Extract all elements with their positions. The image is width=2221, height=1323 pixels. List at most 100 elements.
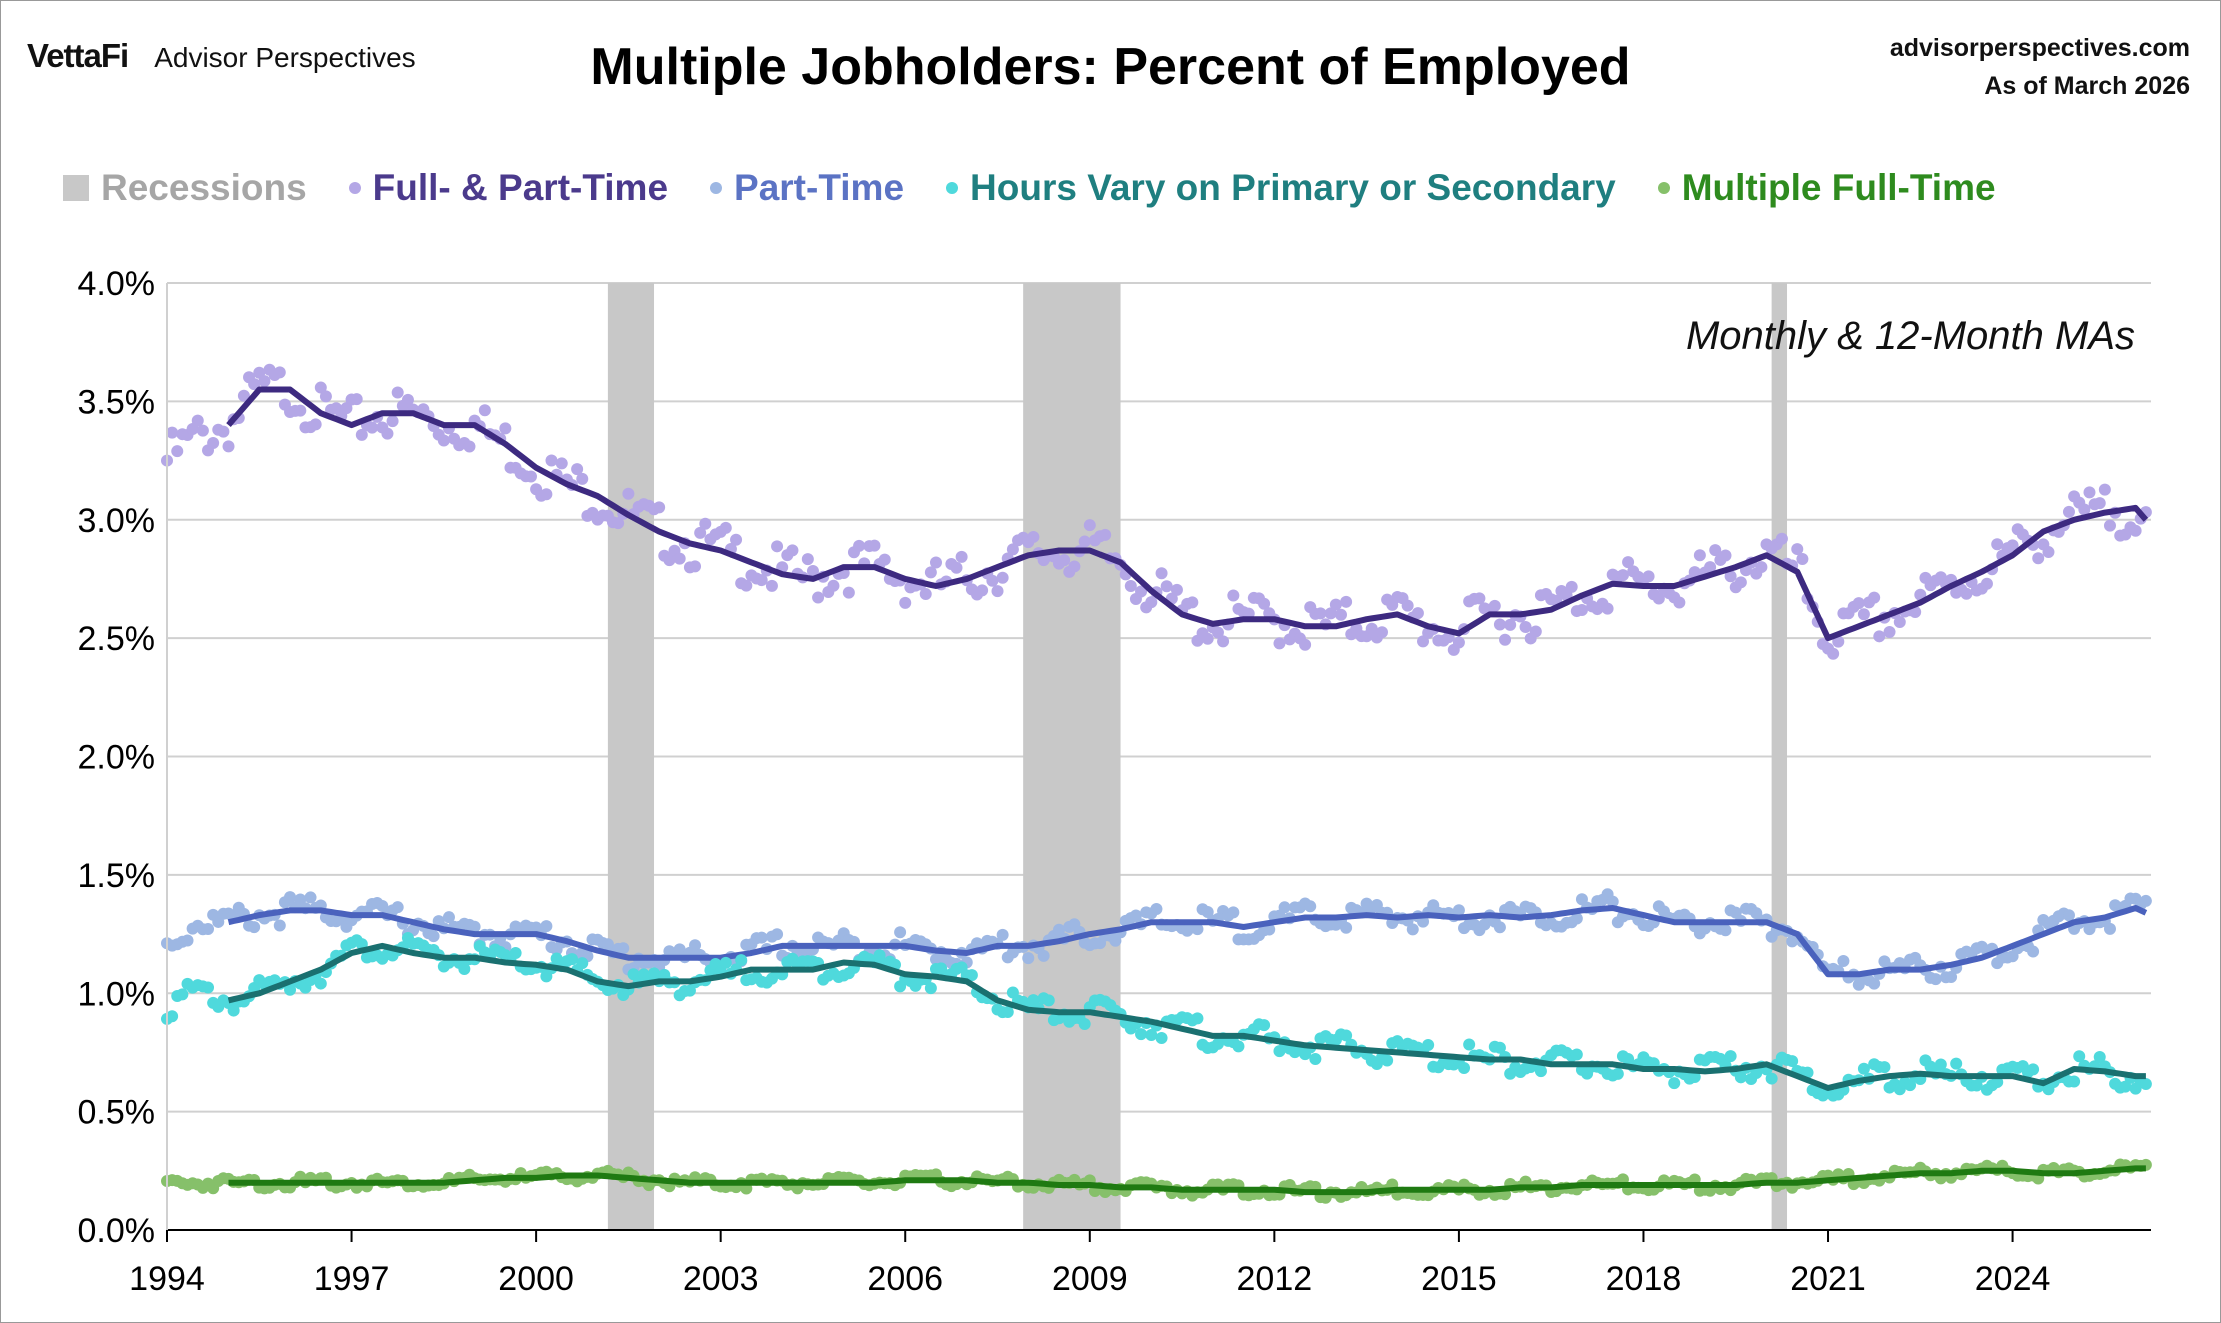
data-point [2078, 503, 2091, 516]
data-point [868, 539, 881, 552]
recession-band [607, 283, 655, 1230]
data-point [1786, 1055, 1799, 1068]
data-point [191, 414, 204, 427]
data-point [176, 988, 189, 1001]
data-point [196, 424, 209, 437]
x-tick-label: 2015 [1421, 1260, 1497, 1298]
legend-item: Recessions [63, 167, 307, 209]
data-point [545, 454, 558, 467]
source-url: advisorperspectives.com [1889, 34, 2190, 62]
data-point [355, 428, 368, 441]
data-point [1693, 549, 1706, 562]
data-point [202, 922, 215, 935]
data-point [1186, 596, 1199, 609]
data-point [1155, 567, 1168, 580]
data-point [1129, 909, 1142, 922]
data-point [1883, 625, 1896, 638]
data-point [366, 421, 379, 434]
data-point [842, 586, 855, 599]
legend-label: Full- & Part-Time [372, 167, 669, 208]
y-tick-label: 2.5% [78, 620, 156, 658]
data-point [2129, 524, 2142, 537]
data-point [1340, 1029, 1353, 1042]
data-point [740, 579, 753, 592]
data-point [2098, 483, 2111, 496]
data-point [314, 977, 327, 990]
data-point [2093, 497, 2106, 510]
data-point [1719, 549, 1732, 562]
data-point [1904, 1079, 1917, 1092]
data-point [719, 521, 732, 534]
data-point [1734, 576, 1747, 589]
data-point [576, 472, 589, 485]
data-point [924, 982, 937, 995]
data-point [1473, 592, 1486, 605]
legend-item: Hours Vary on Primary or Secondary [946, 167, 1616, 209]
data-point [699, 517, 712, 530]
data-point [827, 579, 840, 592]
source-block: advisorperspectives.com As of March 2026 [1890, 29, 2190, 105]
data-point [765, 579, 778, 592]
data-point [878, 553, 891, 566]
data-point [812, 591, 825, 604]
data-point [1278, 901, 1291, 914]
data-point [1458, 1062, 1471, 1075]
data-point [1601, 602, 1614, 615]
data-point [1452, 904, 1465, 917]
data-point [771, 928, 784, 941]
data-point [1611, 1067, 1624, 1080]
legend-item: Part-Time [710, 167, 904, 209]
data-point [1688, 566, 1701, 579]
legend-label: Hours Vary on Primary or Secondary [970, 167, 1616, 208]
data-point [468, 920, 481, 933]
data-point [719, 956, 732, 969]
data-point [1042, 994, 1055, 1007]
data-point [1191, 923, 1204, 936]
data-point [1893, 616, 1906, 629]
data-point [2103, 519, 2116, 532]
data-point [689, 939, 702, 952]
brand-logo: VettaFi [27, 37, 129, 74]
data-point [1873, 630, 1886, 643]
legend-swatch-rect [63, 175, 89, 201]
data-point [1622, 556, 1635, 569]
data-point [1832, 635, 1845, 648]
data-point [1488, 599, 1501, 612]
data-point [996, 571, 1009, 584]
data-point [1478, 918, 1491, 931]
moving-average-line [228, 1165, 2146, 1196]
data-point [1232, 1040, 1245, 1053]
data-point [1201, 632, 1214, 645]
data-point [1688, 1070, 1701, 1083]
data-point [1258, 597, 1271, 610]
data-point [166, 426, 179, 439]
data-point [1329, 598, 1342, 611]
data-point [386, 415, 399, 428]
data-point [1945, 971, 1958, 984]
data-point [2139, 894, 2152, 907]
data-point [273, 366, 286, 379]
legend-label: Recessions [101, 167, 307, 208]
data-point [1078, 535, 1091, 548]
data-point [1099, 528, 1112, 541]
data-point [2027, 945, 2040, 958]
data-point [478, 404, 491, 417]
y-tick-label: 3.0% [78, 502, 156, 540]
data-point [1365, 622, 1378, 635]
data-point [284, 891, 297, 904]
data-point [1724, 1050, 1737, 1063]
data-point [2042, 546, 2055, 559]
data-point [924, 566, 937, 579]
data-point [1878, 1061, 1891, 1074]
data-point [1083, 519, 1096, 532]
data-point [427, 930, 440, 943]
data-point [248, 921, 261, 934]
data-point [1191, 1012, 1204, 1025]
data-point [1068, 560, 1081, 573]
data-point [996, 928, 1009, 941]
data-point [1980, 577, 1993, 590]
data-point [919, 588, 932, 601]
data-point [1565, 580, 1578, 593]
y-tick-label: 1.5% [78, 857, 156, 895]
